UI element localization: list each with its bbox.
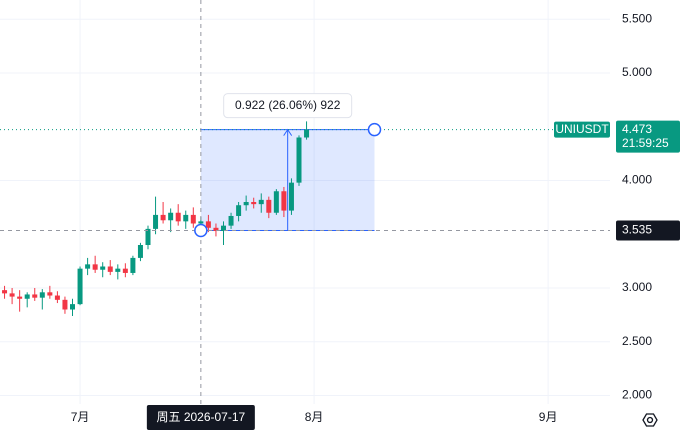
candle-body bbox=[39, 292, 45, 298]
candle-body bbox=[273, 191, 279, 213]
y-tick-label: 2.500 bbox=[622, 334, 652, 348]
candle-body bbox=[205, 221, 211, 228]
candle-body bbox=[296, 137, 302, 183]
candle-body bbox=[160, 214, 166, 221]
candle-body bbox=[258, 199, 264, 205]
candle-body bbox=[115, 268, 121, 272]
candle-body bbox=[9, 293, 15, 297]
candle-body bbox=[175, 212, 181, 222]
candle-body bbox=[288, 182, 294, 211]
candle-body bbox=[198, 221, 204, 224]
candle-body bbox=[54, 295, 60, 300]
candle-body bbox=[145, 228, 151, 246]
crosshair-date-label: 周五 2026-07-17 bbox=[156, 410, 245, 424]
candle-body bbox=[47, 292, 53, 296]
countdown-label: 21:59:25 bbox=[622, 136, 669, 150]
candle-body bbox=[243, 202, 249, 206]
candle-body bbox=[24, 294, 30, 299]
y-tick-label: 4.000 bbox=[622, 173, 652, 187]
plot bbox=[0, 121, 610, 316]
y-tick-label: 2.000 bbox=[622, 388, 652, 402]
candle-body bbox=[137, 245, 143, 258]
measure-handle bbox=[194, 223, 208, 238]
candle-body bbox=[17, 296, 23, 299]
candle-body bbox=[62, 299, 68, 310]
y-tick-label: 3.000 bbox=[622, 280, 652, 294]
y-tick-label: 5.500 bbox=[622, 11, 652, 25]
symbol-label: UNIUSDT bbox=[555, 122, 609, 136]
crosshair-date-box bbox=[146, 405, 255, 430]
measure-label: 0.922 (26.06%) 922 bbox=[235, 98, 341, 112]
measure-arrow-head bbox=[283, 128, 293, 136]
symbol-box bbox=[554, 121, 610, 138]
last-price-box bbox=[616, 120, 680, 153]
measure-label-box bbox=[223, 93, 353, 119]
candle-body bbox=[183, 214, 189, 222]
x-tick-label: 9月 bbox=[539, 410, 558, 424]
candle-body bbox=[190, 214, 196, 224]
candle-body bbox=[153, 214, 159, 229]
candle-body bbox=[122, 268, 128, 273]
last-price-label: 4.473 bbox=[622, 122, 652, 136]
crosshair-price-box bbox=[616, 220, 680, 241]
candle-body bbox=[92, 264, 98, 270]
candle-body bbox=[304, 129, 310, 138]
candle-body bbox=[2, 290, 8, 294]
x-tick-label: 8月 bbox=[305, 410, 324, 424]
candle-body bbox=[281, 191, 287, 211]
x-tick-label: 7月 bbox=[71, 410, 90, 424]
candle-body bbox=[77, 268, 83, 305]
grid: 2.000 2.500 3.000 4.000 5.000 5.500 7月 8月 9月 bbox=[0, 0, 652, 424]
candle-body bbox=[236, 205, 242, 216]
candle-body bbox=[100, 266, 106, 270]
candle-body bbox=[32, 294, 38, 298]
y-tick-label: 5.000 bbox=[622, 65, 652, 79]
candle-body bbox=[221, 225, 226, 232]
crosshair-price-label: 3.535 bbox=[622, 223, 652, 237]
candle-body bbox=[130, 257, 136, 273]
candle-body bbox=[107, 266, 113, 272]
measure-handle bbox=[367, 122, 382, 137]
candle-body bbox=[228, 215, 234, 226]
candle-body bbox=[213, 227, 219, 232]
candle-body bbox=[85, 264, 91, 269]
settings-icon[interactable] bbox=[642, 413, 658, 427]
candle-body bbox=[251, 202, 257, 205]
candle-body bbox=[70, 304, 75, 310]
candle-body bbox=[266, 199, 272, 213]
candle-body bbox=[168, 212, 174, 221]
